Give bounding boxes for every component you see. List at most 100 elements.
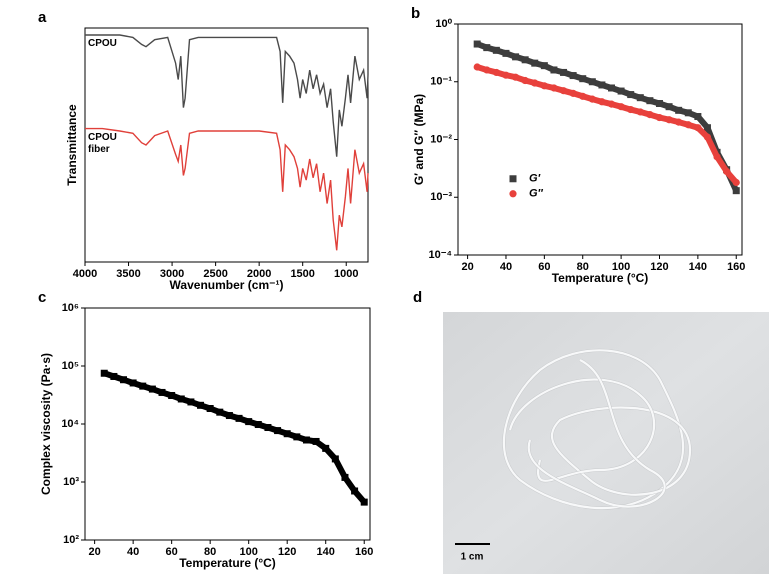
- marker: [235, 414, 243, 422]
- marker: [502, 71, 510, 79]
- marker: [569, 89, 577, 97]
- legend-label: G′: [529, 173, 542, 185]
- plot-frame: [84, 307, 371, 541]
- x-axis-title: Temperature (°C): [552, 271, 649, 285]
- photo-panel: 1 cm d: [413, 289, 769, 574]
- marker: [521, 76, 529, 85]
- y-tick-label: 10⁰: [435, 18, 452, 30]
- panel-label: a: [38, 9, 47, 26]
- x-tick-label: 60: [166, 546, 178, 558]
- x-tick-label: 3000: [160, 268, 184, 280]
- series-label-box: CPOU: [88, 38, 117, 49]
- marker: [521, 56, 529, 64]
- plot-frame: [84, 27, 369, 263]
- y-tick-label: 10⁻²: [430, 133, 452, 145]
- marker: [617, 103, 625, 111]
- y-axis-title: G′ and G″ (MPa): [412, 94, 426, 185]
- x-tick-label: 2500: [203, 268, 227, 280]
- marker: [473, 40, 481, 48]
- marker: [302, 436, 310, 444]
- marker: [168, 392, 176, 400]
- trace: [103, 370, 367, 505]
- marker: [732, 187, 740, 195]
- x-tick-label: 4000: [73, 268, 97, 280]
- plot-frame: [457, 23, 743, 256]
- y-tick-label: 10²: [63, 534, 79, 546]
- y-tick-label: 10⁻¹: [430, 76, 452, 88]
- marker: [608, 84, 616, 92]
- legend-label: G″: [529, 188, 544, 200]
- spectrum-line: [85, 34, 369, 157]
- marker: [569, 72, 577, 80]
- series-label: CPOU fiber: [88, 131, 117, 155]
- marker: [360, 498, 368, 506]
- marker: [341, 473, 349, 481]
- marker: [511, 73, 520, 81]
- marker: [598, 81, 606, 89]
- marker: [264, 424, 272, 432]
- x-tick-label: 140: [317, 546, 335, 558]
- x-tick-label: 1500: [290, 268, 314, 280]
- marker: [254, 421, 262, 429]
- x-tick-label: 80: [204, 546, 216, 558]
- marker: [531, 59, 539, 67]
- y-axis-title: Complex viscosity (Pa·s): [39, 353, 53, 495]
- marker: [245, 418, 253, 426]
- marker: [694, 113, 702, 121]
- marker: [665, 103, 673, 111]
- marker: [703, 133, 712, 141]
- marker: [492, 46, 500, 54]
- marker: [100, 369, 108, 377]
- marker: [684, 121, 692, 129]
- marker: [158, 388, 166, 396]
- marker: [646, 97, 654, 105]
- marker: [598, 98, 606, 106]
- x-tick-label: 2000: [247, 268, 271, 280]
- y-tick-label: 10⁴: [61, 418, 79, 430]
- marker: [148, 385, 156, 393]
- x-tick-label: 60: [538, 261, 550, 273]
- marker: [675, 106, 683, 114]
- marker: [216, 408, 224, 416]
- panel-label: c: [38, 289, 46, 306]
- marker: [646, 110, 654, 119]
- marker: [540, 82, 548, 90]
- marker: [492, 68, 500, 77]
- marker: [713, 153, 721, 161]
- marker: [502, 49, 510, 57]
- y-tick-label: 10³: [63, 476, 79, 488]
- marker: [293, 433, 301, 441]
- x-tick-label: 3500: [116, 268, 140, 280]
- y-tick-label: 10⁻³: [430, 191, 452, 203]
- y-tick-label: 10⁻⁴: [429, 249, 452, 261]
- photo: [443, 312, 769, 574]
- marker: [636, 94, 644, 102]
- x-tick-label: 1000: [334, 268, 358, 280]
- x-tick-label: 140: [689, 261, 707, 273]
- marker: [675, 118, 683, 126]
- marker: [665, 116, 673, 124]
- marker: [732, 178, 740, 187]
- legend-marker: [509, 175, 517, 183]
- marker: [607, 100, 616, 108]
- marker: [588, 95, 596, 103]
- marker: [684, 109, 692, 117]
- marker: [703, 124, 711, 132]
- x-tick-label: 120: [650, 261, 668, 273]
- marker: [617, 87, 625, 95]
- spectrum-line: [85, 127, 369, 251]
- panel-label: d: [413, 289, 422, 306]
- marker: [694, 124, 702, 132]
- fiber-loops: [502, 348, 692, 510]
- marker: [627, 91, 635, 99]
- x-axis-title: Wavenumber (cm⁻¹): [170, 278, 284, 292]
- marker: [177, 395, 185, 403]
- marker: [483, 66, 491, 74]
- x-tick-label: 80: [577, 261, 589, 273]
- x-tick-label: 20: [89, 546, 101, 558]
- marker: [655, 113, 664, 122]
- marker: [627, 105, 635, 114]
- marker: [588, 78, 596, 86]
- x-tick-label: 40: [127, 546, 139, 558]
